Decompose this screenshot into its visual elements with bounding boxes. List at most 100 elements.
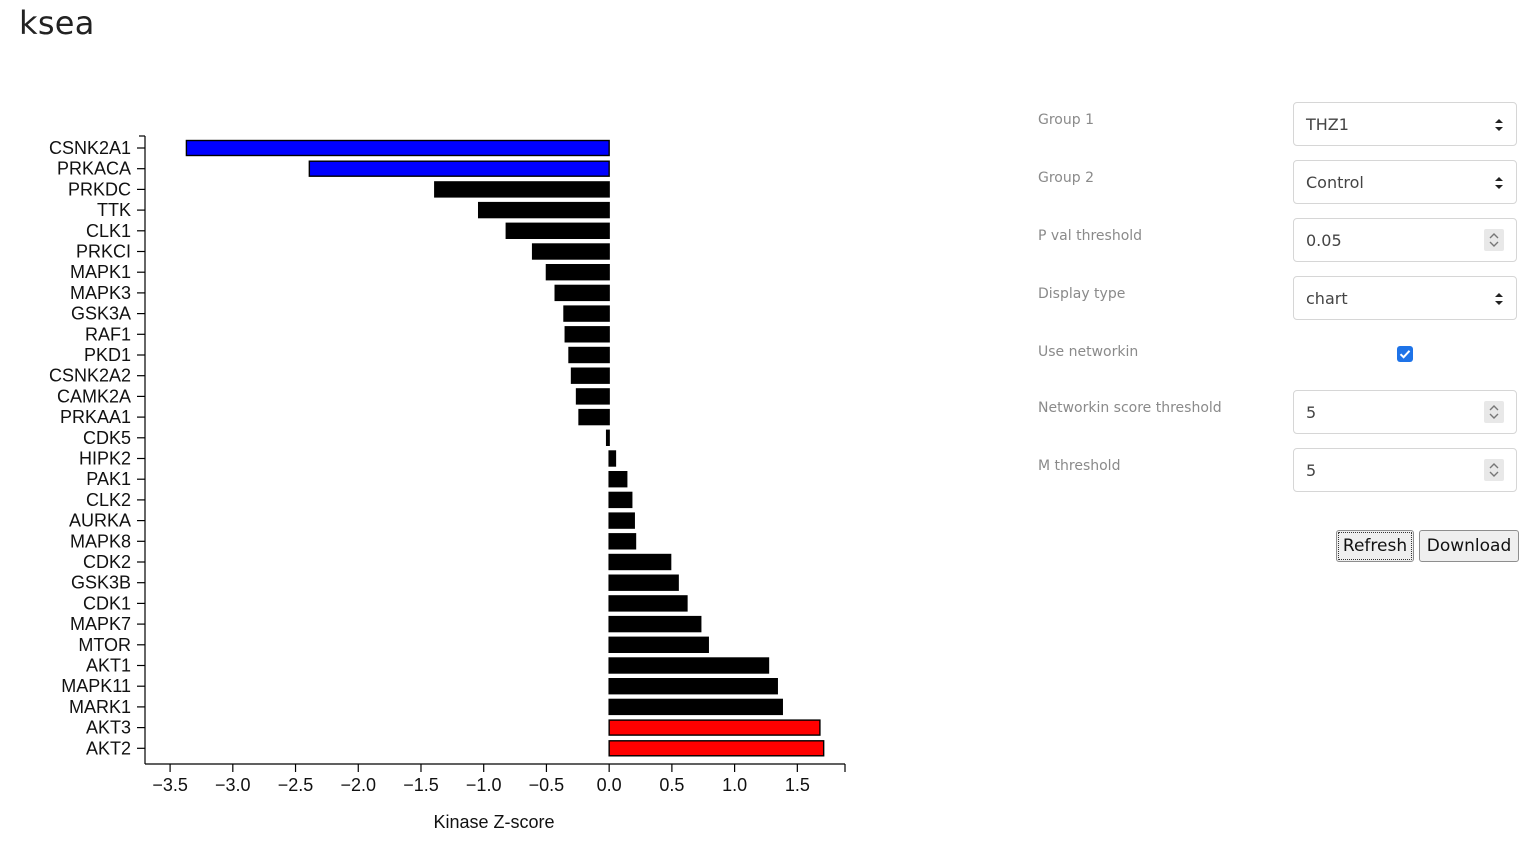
bar-prkdc (434, 181, 610, 198)
category-label: CDK5 (83, 428, 131, 448)
bar-csnk2a1 (185, 139, 610, 157)
category-label: AKT2 (86, 738, 131, 758)
bar-cdk2 (608, 553, 672, 571)
category-label: PKD1 (84, 345, 131, 365)
bar-mtor (608, 636, 709, 653)
bar-prkci (531, 243, 610, 260)
category-label: CSNK2A2 (49, 366, 131, 386)
download-button[interactable]: Download (1419, 530, 1519, 562)
number-spinner[interactable] (1484, 459, 1504, 481)
category-label: CAMK2A (57, 386, 131, 406)
bar-clk2 (608, 491, 633, 509)
kinase-zscore-chart: CSNK2A1PRKACAPRKDCTTKCLK1PRKCIMAPK1MAPK3… (49, 135, 846, 832)
bar-mapk11 (608, 678, 778, 695)
bar-pkd1 (568, 346, 610, 364)
group2-label: Group 2 (1038, 170, 1094, 186)
x-axis-title: Kinase Z-score (433, 812, 554, 832)
bar-akt2 (608, 740, 825, 757)
pval-threshold-input[interactable]: 0.05 (1293, 218, 1517, 262)
select-arrows-icon (1495, 119, 1503, 131)
bar-mark1 (608, 698, 783, 716)
category-label: MAPK8 (70, 531, 131, 551)
spinner-arrows-icon (1489, 405, 1499, 419)
category-label: CDK2 (83, 552, 131, 572)
category-label: MAPK1 (70, 262, 131, 282)
checkmark-icon (1399, 350, 1411, 359)
number-spinner[interactable] (1484, 401, 1504, 423)
x-tick-label: 1.0 (722, 775, 747, 795)
bar-csnk2a2 (570, 367, 610, 384)
x-tick-label: −1.0 (466, 775, 502, 795)
m-threshold-input[interactable]: 5 (1293, 448, 1517, 492)
bar-mapk7 (608, 615, 702, 633)
bar-aurka (608, 512, 635, 529)
bar-cdk1 (608, 595, 688, 612)
category-label: HIPK2 (79, 449, 131, 469)
m-threshold-value: 5 (1306, 461, 1317, 480)
app-title: ksea (19, 4, 95, 42)
bar-gsk3b (608, 574, 679, 591)
category-label: CLK2 (86, 490, 131, 510)
number-spinner[interactable] (1484, 229, 1504, 251)
use-networkin-label: Use networkin (1038, 344, 1139, 360)
category-label: MARK1 (69, 697, 131, 717)
refresh-button[interactable]: Refresh (1336, 530, 1414, 562)
networkin-score-label: Networkin score threshold (1038, 400, 1222, 416)
group1-label: Group 1 (1038, 112, 1094, 128)
category-label: CDK1 (83, 593, 131, 613)
bar-clk1 (505, 222, 610, 240)
pval-threshold-label: P val threshold (1038, 228, 1143, 244)
category-label: PRKACA (57, 159, 131, 179)
bar-gsk3a (563, 305, 610, 322)
group1-select-value: THZ1 (1306, 115, 1349, 134)
category-label: MAPK3 (70, 283, 131, 303)
category-label: MAPK11 (61, 676, 131, 696)
category-label: CSNK2A1 (49, 138, 131, 158)
category-label: PRKCI (76, 242, 131, 262)
x-tick-label: −2.5 (278, 775, 314, 795)
x-tick-label: −2.0 (340, 775, 376, 795)
networkin-score-value: 5 (1306, 403, 1317, 422)
select-arrows-icon (1495, 293, 1503, 305)
pval-threshold-value: 0.05 (1306, 231, 1342, 250)
group1-select[interactable]: THZ1 (1293, 102, 1517, 146)
category-label: RAF1 (85, 324, 131, 344)
category-label: AKT1 (86, 656, 131, 676)
bar-mapk8 (608, 533, 637, 550)
bar-raf1 (564, 326, 610, 343)
bar-ttk (477, 201, 610, 219)
category-label: PAK1 (86, 469, 131, 489)
bar-prkaa1 (578, 408, 610, 426)
category-label: AURKA (69, 511, 131, 531)
bar-prkaca (308, 160, 610, 177)
x-tick-label: −0.5 (529, 775, 565, 795)
group2-select-value: Control (1306, 173, 1364, 192)
category-label: CLK1 (86, 221, 131, 241)
display-type-value: chart (1306, 289, 1348, 308)
category-label: GSK3B (71, 573, 131, 593)
spinner-arrows-icon (1489, 233, 1499, 247)
bar-mapk1 (545, 264, 610, 281)
bar-hipk2 (608, 450, 617, 467)
x-tick-label: 0.5 (659, 775, 684, 795)
category-label: MAPK7 (70, 614, 131, 634)
category-label: PRKDC (68, 179, 131, 199)
x-tick-label: −3.0 (215, 775, 251, 795)
bar-camk2a (575, 388, 610, 405)
display-type-label: Display type (1038, 286, 1126, 302)
x-tick-label: 0.0 (597, 775, 622, 795)
group2-select[interactable]: Control (1293, 160, 1517, 204)
category-label: MTOR (78, 635, 131, 655)
display-type-select[interactable]: chart (1293, 276, 1517, 320)
category-label: TTK (97, 200, 131, 220)
networkin-score-input[interactable]: 5 (1293, 390, 1517, 434)
bar-mapk3 (554, 284, 610, 302)
x-tick-label: 1.5 (785, 775, 810, 795)
use-networkin-checkbox[interactable] (1397, 346, 1413, 362)
category-label: GSK3A (71, 304, 131, 324)
x-tick-label: −3.5 (152, 775, 188, 795)
select-arrows-icon (1495, 177, 1503, 189)
spinner-arrows-icon (1489, 463, 1499, 477)
bar-cdk5 (605, 429, 610, 446)
x-tick-label: −1.5 (403, 775, 439, 795)
